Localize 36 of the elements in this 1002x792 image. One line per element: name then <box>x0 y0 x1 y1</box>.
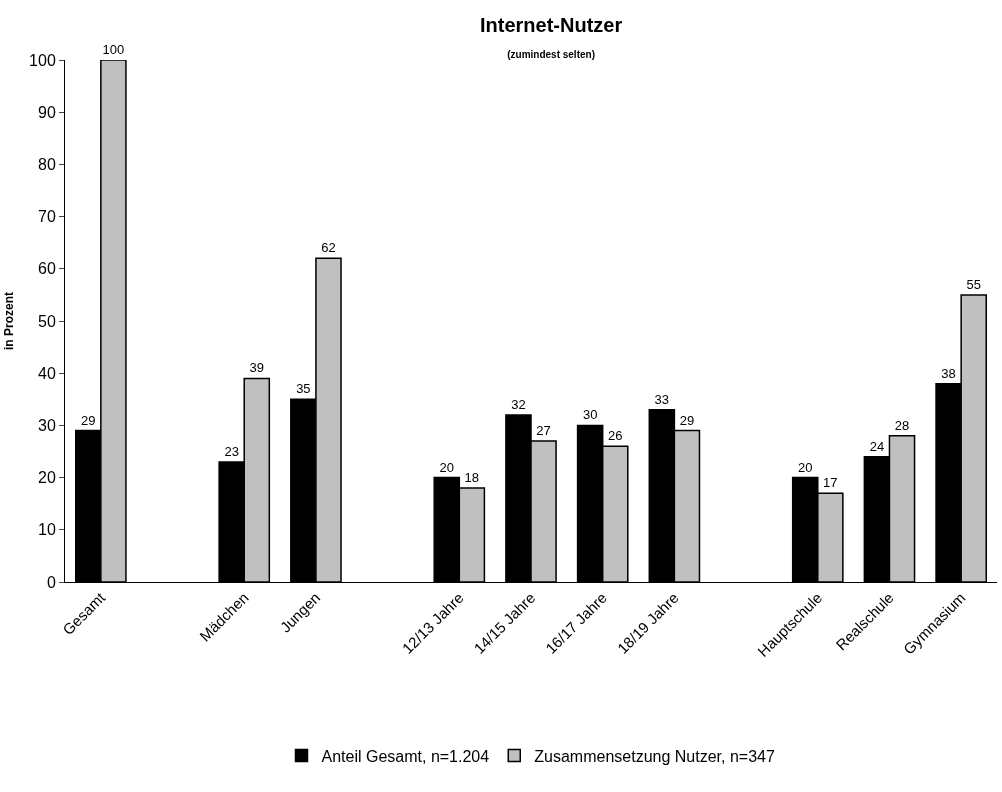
y-tick-label: 80 <box>38 156 56 173</box>
data-label: 20 <box>439 459 454 475</box>
y-tick-label: 60 <box>38 260 56 278</box>
data-label: 39 <box>249 360 265 376</box>
y-tick-label: 40 <box>38 364 56 382</box>
y-tick-label: 0 <box>46 573 56 591</box>
data-label: 30 <box>582 407 598 423</box>
y-tick-label: 10 <box>38 521 56 539</box>
y-tick-label: 100 <box>29 51 56 69</box>
y-tick-label: 90 <box>38 103 56 121</box>
data-label: 26 <box>608 428 623 444</box>
data-label: 29 <box>81 412 96 428</box>
data-label: 20 <box>797 459 813 475</box>
data-label: 55 <box>966 276 981 292</box>
data-label: 27 <box>536 423 551 439</box>
y-axis-title: in Prozent <box>2 291 17 351</box>
y-tick-label: 20 <box>38 469 56 487</box>
data-label: 24 <box>869 438 885 454</box>
legend-label: Zusammensetzung Nutzer, n=347 <box>534 747 775 765</box>
data-label: 62 <box>321 240 336 256</box>
data-label: 28 <box>894 417 910 433</box>
data-label: 32 <box>511 396 526 412</box>
data-label: 23 <box>224 443 239 459</box>
data-label: 35 <box>296 381 311 397</box>
y-tick-label: 70 <box>38 208 56 226</box>
y-tick-label: 50 <box>38 312 56 330</box>
data-label: 33 <box>654 391 670 407</box>
chart-title: Internet-Nutzer <box>479 13 623 36</box>
y-tick-label: 30 <box>38 417 56 434</box>
legend-label: Anteil Gesamt, n=1.204 <box>321 747 490 765</box>
data-label: 38 <box>941 365 956 381</box>
data-label: 18 <box>464 470 480 486</box>
data-label: 100 <box>102 42 125 57</box>
data-label: 29 <box>679 412 695 428</box>
chart-subtitle: (zumindest selten) <box>507 48 595 60</box>
data-label: 17 <box>823 475 838 491</box>
